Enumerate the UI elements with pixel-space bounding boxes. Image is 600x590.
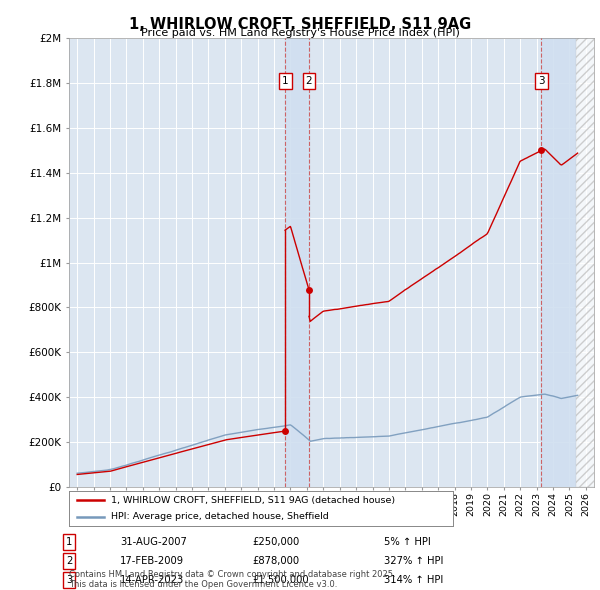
Text: 17-FEB-2009: 17-FEB-2009	[120, 556, 184, 566]
Text: 3: 3	[66, 575, 72, 585]
Text: £250,000: £250,000	[252, 537, 299, 547]
Text: 1: 1	[66, 537, 72, 547]
Text: 5% ↑ HPI: 5% ↑ HPI	[384, 537, 431, 547]
Text: 1, WHIRLOW CROFT, SHEFFIELD, S11 9AG: 1, WHIRLOW CROFT, SHEFFIELD, S11 9AG	[129, 17, 471, 31]
Text: 2: 2	[306, 76, 313, 86]
Text: Price paid vs. HM Land Registry's House Price Index (HPI): Price paid vs. HM Land Registry's House …	[140, 28, 460, 38]
Text: £1,500,000: £1,500,000	[252, 575, 308, 585]
Text: 1, WHIRLOW CROFT, SHEFFIELD, S11 9AG (detached house): 1, WHIRLOW CROFT, SHEFFIELD, S11 9AG (de…	[111, 496, 395, 505]
Text: 14-APR-2023: 14-APR-2023	[120, 575, 184, 585]
Bar	[285, 38, 309, 487]
Text: 31-AUG-2007: 31-AUG-2007	[120, 537, 187, 547]
Text: HPI: Average price, detached house, Sheffield: HPI: Average price, detached house, Shef…	[111, 512, 329, 521]
Bar	[541, 38, 578, 487]
Text: 2: 2	[66, 556, 72, 566]
Bar	[576, 38, 594, 487]
Text: £878,000: £878,000	[252, 556, 299, 566]
Text: 314% ↑ HPI: 314% ↑ HPI	[384, 575, 443, 585]
Text: 1: 1	[282, 76, 289, 86]
Text: 3: 3	[538, 76, 545, 86]
Text: 327% ↑ HPI: 327% ↑ HPI	[384, 556, 443, 566]
Text: Contains HM Land Registry data © Crown copyright and database right 2025.
This d: Contains HM Land Registry data © Crown c…	[69, 570, 395, 589]
